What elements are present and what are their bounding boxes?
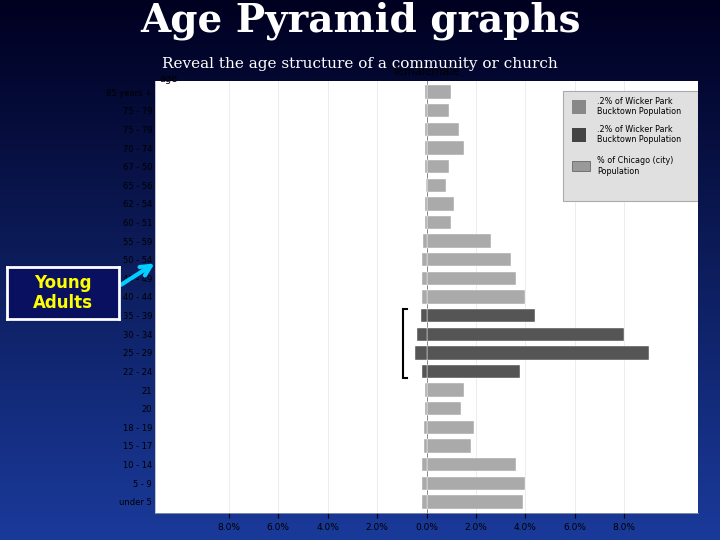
Text: .2% of Wicker Park
Bucktown Population: .2% of Wicker Park Bucktown Population	[597, 97, 681, 116]
Bar	[426, 402, 462, 415]
Bar	[426, 234, 491, 248]
Text: Reveal the age structure of a community or church: Reveal the age structure of a community …	[162, 57, 558, 71]
Bar	[426, 123, 459, 136]
Bar	[426, 458, 516, 471]
Bar	[422, 365, 426, 378]
Bar	[426, 141, 464, 155]
Bar	[426, 346, 649, 360]
Bar	[426, 253, 510, 266]
Text: Young
Adults: Young Adults	[33, 274, 93, 312]
Bar	[426, 476, 526, 490]
Bar	[426, 421, 474, 434]
Bar	[426, 495, 523, 509]
Bar	[426, 328, 624, 341]
Bar	[426, 104, 449, 118]
Bar	[423, 234, 426, 248]
Bar	[426, 179, 446, 192]
Bar	[426, 160, 449, 173]
Bar	[422, 272, 426, 285]
Bar	[425, 123, 426, 136]
Bar	[426, 309, 535, 322]
Bar	[426, 272, 516, 285]
Bar	[422, 458, 426, 471]
Bar	[422, 495, 426, 509]
Bar	[422, 476, 426, 490]
FancyBboxPatch shape	[562, 91, 698, 201]
Bar	[572, 99, 586, 113]
Text: age: age	[160, 74, 178, 84]
Bar	[426, 85, 451, 99]
Bar	[572, 161, 590, 171]
Bar	[417, 328, 426, 341]
Bar	[425, 141, 426, 155]
Bar	[425, 383, 426, 397]
Bar	[426, 197, 454, 211]
Bar	[415, 346, 426, 360]
Bar	[423, 253, 426, 266]
Bar	[424, 421, 426, 434]
Text: femalemale: femalemale	[393, 66, 460, 77]
Bar	[426, 291, 526, 303]
Bar	[421, 309, 426, 322]
Bar	[572, 127, 586, 141]
Text: % of Chicago (city)
Population: % of Chicago (city) Population	[597, 157, 673, 176]
Bar	[426, 216, 451, 229]
Text: .2% of Wicker Park
Bucktown Population: .2% of Wicker Park Bucktown Population	[597, 125, 681, 144]
Text: Age Pyramid graphs: Age Pyramid graphs	[140, 2, 580, 40]
Bar	[424, 439, 426, 453]
Bar	[426, 365, 521, 378]
Bar	[426, 383, 464, 397]
Bar	[425, 402, 426, 415]
Bar	[422, 291, 426, 303]
Bar	[426, 439, 471, 453]
